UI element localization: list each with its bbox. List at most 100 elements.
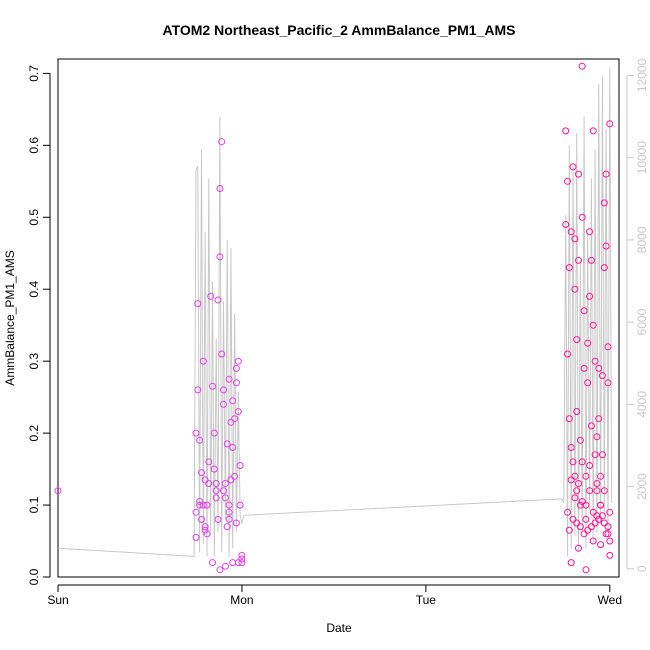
data-point xyxy=(225,375,233,383)
data-point xyxy=(578,458,586,466)
y2-tick-label: 4000 xyxy=(635,391,649,418)
data-point xyxy=(234,408,242,415)
y-tick-label: 0.0 xyxy=(27,568,41,585)
data-point xyxy=(225,508,233,516)
data-point xyxy=(205,480,213,487)
data-point xyxy=(564,177,571,185)
data-point xyxy=(229,444,237,451)
data-point xyxy=(587,523,595,531)
data-point xyxy=(562,127,570,135)
y2-tick-label: 2000 xyxy=(635,473,649,500)
data-point xyxy=(584,526,592,534)
data-point xyxy=(576,436,584,444)
data-point xyxy=(598,451,606,459)
data-point xyxy=(597,501,605,509)
y-tick-label: 0.1 xyxy=(27,496,41,513)
data-point xyxy=(606,120,614,128)
data-point xyxy=(218,350,226,358)
data-point xyxy=(201,523,209,531)
data-point xyxy=(576,523,584,531)
y2-tick-label: 10000 xyxy=(635,141,649,175)
data-point xyxy=(602,170,610,178)
data-point xyxy=(225,501,233,509)
data-point xyxy=(220,487,227,495)
data-point xyxy=(212,494,220,502)
data-point xyxy=(600,199,608,207)
data-point xyxy=(575,256,582,264)
data-point xyxy=(582,566,590,574)
data-point xyxy=(600,264,608,272)
data-point xyxy=(600,519,608,527)
data-point xyxy=(573,487,581,495)
data-point xyxy=(54,487,62,495)
data-point xyxy=(582,501,590,509)
y-tick-label: 0.2 xyxy=(27,424,41,441)
data-point xyxy=(597,541,605,549)
data-point xyxy=(569,163,577,171)
data-point xyxy=(571,472,579,480)
data-point xyxy=(586,292,594,300)
data-point xyxy=(203,501,211,509)
data-point xyxy=(212,487,220,495)
y2-tick-label: 12000 xyxy=(635,58,649,92)
data-point xyxy=(569,458,577,466)
data-point xyxy=(575,544,582,552)
data-point xyxy=(584,379,592,387)
x-axis-label: Date xyxy=(326,621,352,635)
data-point xyxy=(567,559,575,567)
data-point xyxy=(591,451,599,459)
data-point xyxy=(604,379,612,387)
data-point xyxy=(232,379,240,387)
data-point xyxy=(218,138,226,146)
data-point xyxy=(214,296,222,304)
data-point xyxy=(194,300,202,308)
data-point xyxy=(210,429,218,437)
data-point xyxy=(199,501,207,509)
data-point xyxy=(221,494,229,502)
right-axis: 0 2000 4000 6000 8000 10000 12000 xyxy=(626,58,649,572)
data-point xyxy=(238,559,246,567)
y-tick-label: 0.7 xyxy=(27,65,41,82)
data-point xyxy=(573,336,581,344)
data-point xyxy=(198,515,205,523)
data-point xyxy=(595,515,603,523)
data-point xyxy=(589,537,597,545)
data-point xyxy=(565,264,573,272)
data-point xyxy=(593,480,601,487)
data-point xyxy=(582,472,590,480)
data-point xyxy=(598,372,606,380)
data-point xyxy=(236,462,244,469)
data-point xyxy=(600,487,608,495)
data-point xyxy=(580,530,588,538)
data-point xyxy=(567,476,575,484)
y-tick-label: 0.3 xyxy=(27,353,41,370)
data-point xyxy=(591,519,599,527)
data-point xyxy=(232,519,240,527)
data-point xyxy=(606,508,614,516)
data-point xyxy=(571,235,579,243)
data-point xyxy=(573,519,581,527)
data-point xyxy=(225,515,233,523)
data-point xyxy=(221,562,229,570)
data-point xyxy=(207,292,215,300)
data-point xyxy=(220,400,227,408)
data-point xyxy=(216,566,224,574)
data-point xyxy=(231,415,239,423)
data-point xyxy=(564,350,571,358)
data-point xyxy=(569,515,577,523)
data-point xyxy=(229,397,237,405)
data-point xyxy=(201,526,209,534)
y2-tick-label: 0 xyxy=(635,565,649,572)
bottom-axis: Sun Mon Tue Wed xyxy=(47,584,622,607)
data-point xyxy=(580,364,588,372)
data-point xyxy=(196,501,204,509)
data-point xyxy=(232,364,240,372)
y2-tick-label: 8000 xyxy=(635,226,649,253)
series-line xyxy=(57,67,613,557)
data-point xyxy=(209,382,216,390)
data-point xyxy=(573,408,581,415)
data-point xyxy=(587,422,595,430)
data-point xyxy=(196,498,204,505)
data-point xyxy=(593,487,601,495)
data-point xyxy=(591,357,599,365)
